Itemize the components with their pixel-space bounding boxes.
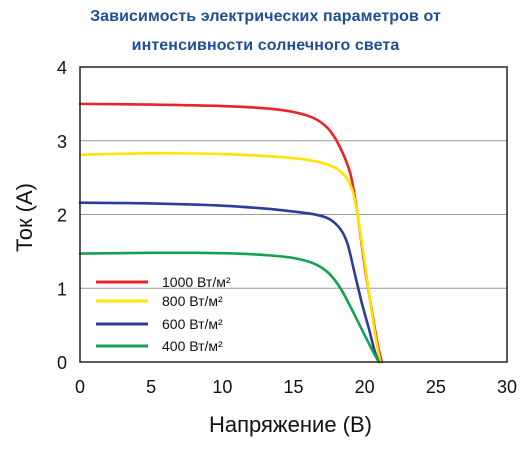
legend-label-1: 800 Вт/м² [162, 293, 223, 309]
x-tick-label: 25 [426, 377, 446, 397]
y-axis-label: Ток (А) [12, 183, 37, 252]
tick-layer: 0 5 10 15 20 25 30 0 1 2 3 4 [57, 58, 517, 397]
x-axis-label: Напряжение (В) [209, 412, 372, 437]
y-tick-label: 0 [57, 353, 67, 373]
x-tick-label: 20 [355, 377, 375, 397]
chart-title-line-1: Зависимость электрических параметров от [90, 8, 441, 25]
chart-title-line-2: интенсивности солнечного света [131, 37, 400, 54]
y-tick-label: 1 [57, 279, 67, 299]
x-tick-label: 0 [75, 377, 85, 397]
x-tick-label: 30 [497, 377, 517, 397]
legend-label-2: 600 Вт/м² [162, 316, 223, 332]
x-tick-label: 15 [283, 377, 303, 397]
y-tick-label: 2 [57, 206, 67, 226]
series-layer [78, 102, 384, 364]
x-tick-label: 10 [212, 377, 232, 397]
series-line-1 [78, 151, 382, 364]
x-tick-label: 5 [146, 377, 156, 397]
y-tick-label: 4 [57, 58, 67, 78]
legend: 1000 Вт/м² 800 Вт/м² 600 Вт/м² 400 Вт/м² [96, 274, 231, 354]
grid-layer [80, 140, 507, 289]
plot-frame [79, 66, 508, 363]
legend-label-3: 400 Вт/м² [162, 338, 223, 354]
series-line-2 [78, 201, 381, 364]
y-tick-label: 3 [57, 132, 67, 152]
series-line-3 [78, 251, 381, 364]
legend-label-0: 1000 Вт/м² [162, 274, 231, 290]
